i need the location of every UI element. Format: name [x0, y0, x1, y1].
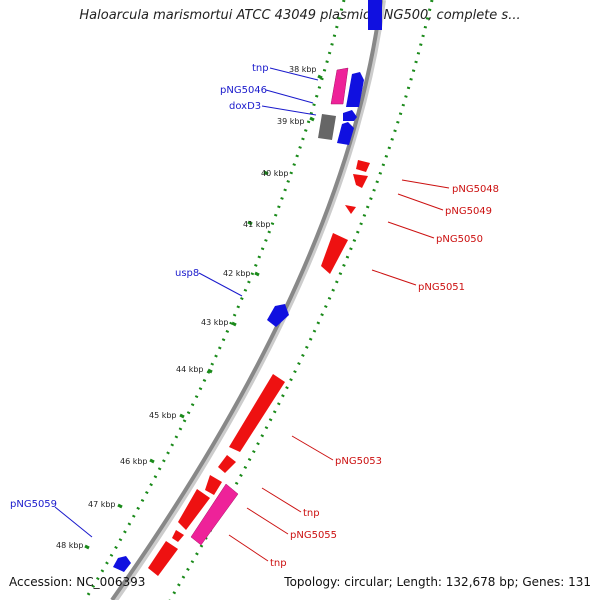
gene-pNG5053[interactable]: [229, 374, 285, 452]
tick-label-40kbp: 40 kbp: [261, 169, 289, 178]
gene-red-46kbp[interactable]: [218, 455, 236, 473]
gene-pNG5050[interactable]: [321, 233, 348, 274]
tick-label-48kbp: 48 kbp: [56, 541, 84, 550]
label-pNG5046[interactable]: pNG5046: [220, 85, 267, 96]
gene-features: [113, 0, 382, 576]
gene-pNG5055[interactable]: [190, 483, 239, 546]
label-pNG5051[interactable]: pNG5051: [418, 282, 465, 293]
gene-doxD3[interactable]: [318, 114, 336, 140]
tick-label-45kbp: 45 kbp: [149, 411, 177, 420]
gene-usp8[interactable]: [267, 304, 289, 327]
gene-pNG5059[interactable]: [113, 556, 131, 572]
label-pNG5048[interactable]: pNG5048: [452, 184, 499, 195]
tick-label-38kbp: 38 kbp: [289, 65, 317, 74]
gene-red-47kbp[interactable]: [178, 489, 210, 530]
map-title: Haloarcula marismortui ATCC 43049 plasmi…: [79, 8, 521, 23]
label-tnp-right-1[interactable]: tnp: [303, 508, 320, 519]
tick-label-43kbp: 43 kbp: [201, 318, 229, 327]
gene-pNG5048[interactable]: [356, 160, 370, 172]
inner-dotted-track: [83, 0, 346, 600]
tick-label-39kbp: 39 kbp: [277, 117, 305, 126]
left-gene-labels: tnp pNG5046 doxD3 usp8 pNG5059: [10, 63, 269, 510]
gene-pNG5046[interactable]: [346, 72, 364, 107]
gene-small-red-48kbp[interactable]: [172, 530, 184, 542]
gene-red-bottom[interactable]: [148, 541, 178, 576]
label-tnp-right-2[interactable]: tnp: [270, 558, 287, 569]
gene-blue-after-doxD3[interactable]: [337, 122, 354, 145]
label-connectors: [54, 67, 450, 562]
tick-label-47kbp: 47 kbp: [88, 500, 116, 509]
gene-pNG5048-b[interactable]: [353, 174, 368, 188]
label-pNG5053[interactable]: pNG5053: [335, 456, 382, 467]
label-pNG5059[interactable]: pNG5059: [10, 499, 57, 510]
tick-label-41kbp: 41 kbp: [243, 220, 271, 229]
gene-tnp-47kbp[interactable]: [205, 475, 222, 495]
label-usp8[interactable]: usp8: [175, 268, 199, 279]
scale-tick-labels: 38 kbp 39 kbp 40 kbp 41 kbp 42 kbp 43 kb…: [56, 65, 317, 550]
label-pNG5055[interactable]: pNG5055: [290, 530, 337, 541]
label-pNG5049[interactable]: pNG5049: [445, 206, 492, 217]
gene-tnp-38kbp[interactable]: [330, 67, 349, 105]
label-doxD3[interactable]: doxD3: [229, 101, 261, 112]
gene-small-blue-39kbp[interactable]: [343, 110, 357, 121]
label-pNG5050[interactable]: pNG5050: [436, 234, 483, 245]
accession-text: Accession: NC_006393: [9, 575, 146, 589]
right-gene-labels: pNG5048 pNG5049 pNG5050 pNG5051 pNG5053 …: [270, 184, 499, 569]
gene-pNG5049[interactable]: [345, 205, 356, 214]
label-tnp-left[interactable]: tnp: [252, 63, 269, 74]
backbone: [110, 0, 383, 600]
tick-label-44kbp: 44 kbp: [176, 365, 204, 374]
scale-ticks: [84, 74, 323, 550]
topology-stats-text: Topology: circular; Length: 132,678 bp; …: [284, 575, 591, 589]
tick-label-46kbp: 46 kbp: [120, 457, 148, 466]
tick-label-42kbp: 42 kbp: [223, 269, 251, 278]
gene-top-forward[interactable]: [368, 0, 382, 30]
